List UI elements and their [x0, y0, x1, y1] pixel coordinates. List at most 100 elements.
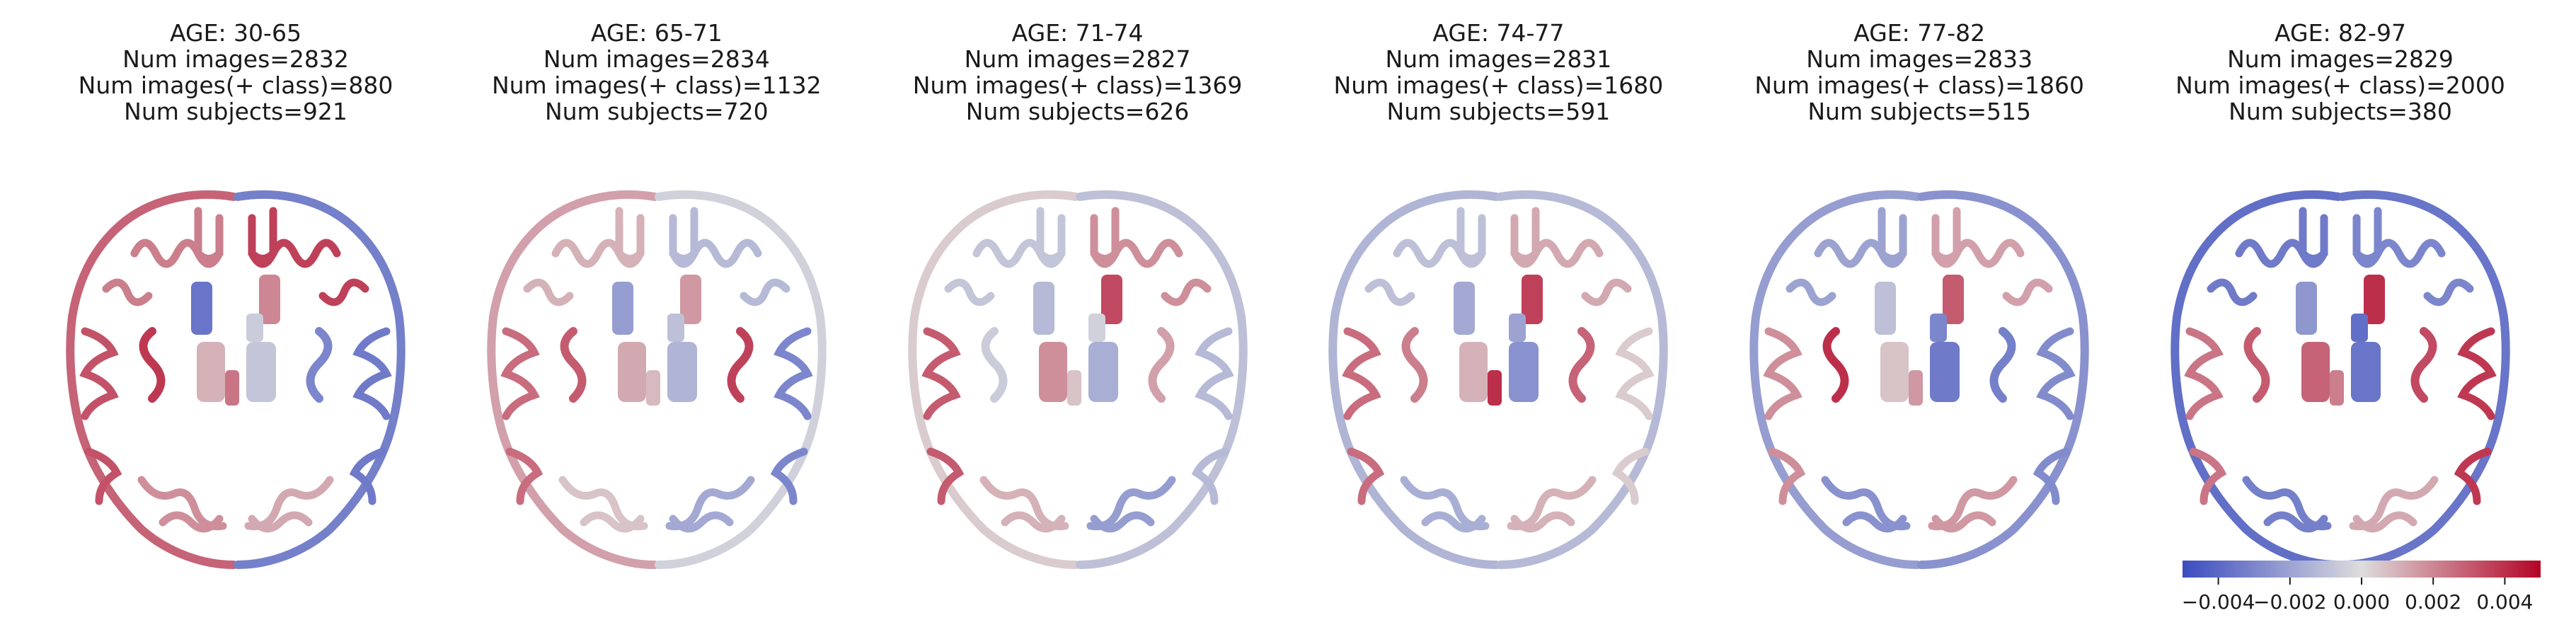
- region-front-r: [669, 207, 790, 306]
- region-front-l: [2207, 207, 2328, 306]
- region-front-l: [523, 207, 645, 306]
- num-images-label: Num images=2834: [543, 45, 770, 73]
- age-label: AGE: 74-77: [1432, 19, 1565, 47]
- region-ins-r: [2410, 327, 2437, 403]
- region-put-r: [2351, 342, 2381, 402]
- region-front-r: [248, 207, 369, 306]
- region-ctx-l: [2170, 190, 2342, 569]
- colorbar-tick-label: 0.000: [2333, 590, 2390, 614]
- panel-4: AGE: 74-77 Num images=2831 Num images(+ …: [1284, 0, 1713, 637]
- region-ins-r: [727, 327, 754, 403]
- region-caud-l: [2296, 282, 2317, 335]
- brain-axial-slice: [2170, 190, 2510, 569]
- panel-title: AGE: 65-71 Num images=2834 Num images(+ …: [442, 20, 871, 125]
- region-ins-l: [2243, 327, 2270, 403]
- region-ins-l: [981, 327, 1008, 403]
- num-subjects-label: Num subjects=921: [124, 98, 347, 125]
- region-caud-r: [1100, 275, 1122, 324]
- deep-structures: [1033, 275, 1122, 406]
- region-occ-r: [1086, 476, 1176, 533]
- region-put-r: [667, 342, 697, 402]
- region-ctx-l: [1749, 190, 1922, 569]
- deep-structures: [611, 275, 701, 406]
- region-ins-l: [1401, 327, 1428, 403]
- region-put-l: [197, 342, 225, 402]
- region-put-r: [246, 342, 276, 402]
- region-ctx-r: [1075, 190, 1248, 569]
- region-temp-r: [1612, 327, 1655, 505]
- region-front-l: [1786, 207, 1907, 306]
- brain-outline: [1749, 190, 2089, 569]
- region-thal-l: [2330, 370, 2344, 406]
- gyri: [79, 207, 392, 533]
- num-images-label: Num images=2831: [1385, 45, 1612, 73]
- gyri: [500, 207, 813, 533]
- region-ins-l: [1822, 327, 1849, 403]
- region-put-r: [1088, 342, 1118, 402]
- region-ins-r: [1568, 327, 1595, 403]
- gyri: [1342, 207, 1655, 533]
- num-positive-images-label: Num images(+ class)=2000: [2175, 71, 2505, 99]
- age-label: AGE: 65-71: [590, 19, 723, 47]
- region-caud-r: [1943, 275, 1965, 324]
- region-thal-r: [1509, 314, 1526, 342]
- region-ctx-r: [1917, 190, 2089, 569]
- num-positive-images-label: Num images(+ class)=880: [78, 71, 393, 99]
- region-occ-l: [1821, 476, 1911, 533]
- region-thal-r: [246, 314, 263, 342]
- panel-2: AGE: 65-71 Num images=2834 Num images(+ …: [442, 0, 871, 637]
- region-ins-l: [139, 327, 166, 403]
- region-ctx-l: [487, 190, 659, 569]
- brain-outline: [66, 190, 406, 569]
- region-front-r: [1510, 207, 1632, 306]
- region-temp-r: [770, 327, 813, 505]
- region-front-r: [1090, 207, 1212, 306]
- panel-title: AGE: 77-82 Num images=2833 Num images(+ …: [1705, 20, 2134, 125]
- deep-structures: [1875, 275, 1965, 406]
- region-ins-r: [306, 327, 333, 403]
- region-thal-r: [1088, 314, 1105, 342]
- num-positive-images-label: Num images(+ class)=1860: [1754, 71, 2085, 99]
- num-subjects-label: Num subjects=720: [544, 98, 769, 125]
- region-caud-l: [191, 282, 212, 335]
- region-put-r: [1930, 342, 1960, 402]
- region-front-r: [2352, 207, 2474, 306]
- region-temp-r: [349, 327, 392, 505]
- region-ctx-r: [654, 190, 827, 569]
- age-label: AGE: 82-97: [2275, 19, 2406, 47]
- region-occ-r: [2349, 476, 2439, 533]
- panel-3: AGE: 71-74 Num images=2827 Num images(+ …: [863, 0, 1292, 637]
- region-caud-l: [611, 282, 633, 335]
- num-positive-images-label: Num images(+ class)=1369: [912, 71, 1243, 99]
- age-label: AGE: 77-82: [1853, 19, 1986, 47]
- gyri: [1763, 207, 2076, 533]
- num-images-label: Num images=2833: [1806, 45, 2033, 73]
- region-front-r: [1931, 207, 2053, 306]
- region-caud-l: [1875, 282, 1897, 335]
- region-put-r: [1509, 342, 1539, 402]
- panel-title: AGE: 71-74 Num images=2827 Num images(+ …: [863, 20, 1292, 125]
- region-temp-l: [1763, 327, 1806, 505]
- region-thal-l: [225, 370, 239, 406]
- region-put-l: [617, 342, 646, 402]
- region-thal-r: [667, 314, 684, 342]
- gyri: [2184, 207, 2497, 533]
- region-thal-l: [1909, 370, 1924, 406]
- region-thal-l: [1488, 370, 1502, 406]
- num-subjects-label: Num subjects=626: [965, 98, 1190, 125]
- region-temp-l: [500, 327, 543, 505]
- colorbar-tick-label: −0.002: [2253, 590, 2327, 614]
- region-temp-l: [79, 327, 122, 505]
- panel-title: AGE: 74-77 Num images=2831 Num images(+ …: [1284, 20, 1713, 125]
- deep-structures: [2296, 275, 2385, 406]
- region-ctx-l: [66, 190, 238, 569]
- num-images-label: Num images=2829: [2227, 45, 2454, 73]
- region-occ-l: [979, 476, 1069, 533]
- colorbar-tick-label: 0.004: [2476, 590, 2533, 614]
- region-temp-l: [921, 327, 964, 505]
- gyri: [921, 207, 1234, 533]
- region-thal-l: [1066, 370, 1081, 406]
- region-caud-l: [1454, 282, 1476, 335]
- region-ins-r: [1148, 327, 1175, 403]
- age-label: AGE: 71-74: [1011, 19, 1144, 47]
